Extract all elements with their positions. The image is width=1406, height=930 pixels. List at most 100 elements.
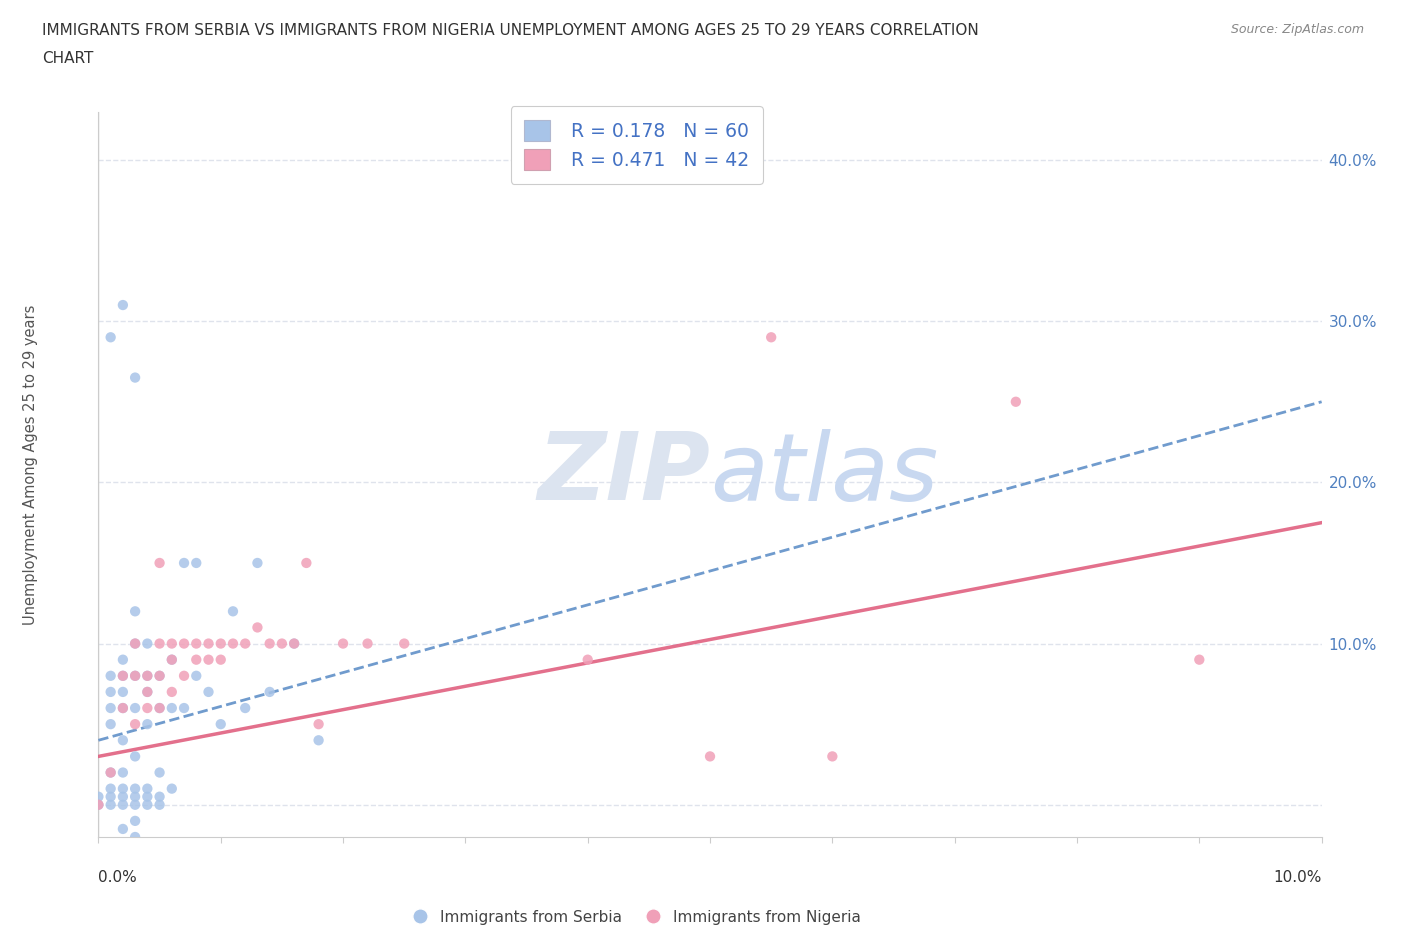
Point xyxy=(124,636,146,651)
Point xyxy=(124,636,146,651)
Point xyxy=(197,652,219,667)
Point xyxy=(186,652,208,667)
Point xyxy=(111,652,134,667)
Point xyxy=(160,652,183,667)
Point xyxy=(186,555,208,570)
Point xyxy=(111,669,134,684)
Point xyxy=(160,781,183,796)
Point xyxy=(173,636,195,651)
Point xyxy=(283,636,305,651)
Point xyxy=(111,821,134,836)
Point xyxy=(124,749,146,764)
Point xyxy=(1188,652,1211,667)
Point xyxy=(295,555,318,570)
Point xyxy=(111,781,134,796)
Point xyxy=(124,604,146,618)
Point xyxy=(160,636,183,651)
Point xyxy=(111,733,134,748)
Point xyxy=(149,555,172,570)
Point xyxy=(136,684,159,699)
Text: IMMIGRANTS FROM SERBIA VS IMMIGRANTS FROM NIGERIA UNEMPLOYMENT AMONG AGES 25 TO : IMMIGRANTS FROM SERBIA VS IMMIGRANTS FRO… xyxy=(42,23,979,38)
Point xyxy=(149,765,172,780)
Point xyxy=(173,669,195,684)
Point xyxy=(222,604,245,618)
Point xyxy=(259,636,281,651)
Point xyxy=(111,298,134,312)
Point xyxy=(197,684,219,699)
Point xyxy=(308,733,330,748)
Point xyxy=(111,797,134,812)
Point xyxy=(186,636,208,651)
Text: Unemployment Among Ages 25 to 29 years: Unemployment Among Ages 25 to 29 years xyxy=(24,305,38,625)
Point xyxy=(233,636,256,651)
Point xyxy=(270,636,292,651)
Point xyxy=(149,669,172,684)
Point xyxy=(111,790,134,804)
Point xyxy=(149,700,172,715)
Point xyxy=(111,700,134,715)
Text: CHART: CHART xyxy=(42,51,94,66)
Point xyxy=(160,652,183,667)
Point xyxy=(246,620,269,635)
Point xyxy=(100,765,122,780)
Point xyxy=(136,700,159,715)
Point xyxy=(100,781,122,796)
Point xyxy=(87,797,110,812)
Point xyxy=(149,790,172,804)
Point xyxy=(124,700,146,715)
Point xyxy=(111,700,134,715)
Text: atlas: atlas xyxy=(710,429,938,520)
Point xyxy=(160,700,183,715)
Point xyxy=(136,669,159,684)
Point xyxy=(209,652,232,667)
Point xyxy=(356,636,378,651)
Point xyxy=(149,700,172,715)
Point xyxy=(136,797,159,812)
Point xyxy=(100,669,122,684)
Point xyxy=(136,669,159,684)
Point xyxy=(149,797,172,812)
Point xyxy=(149,669,172,684)
Point xyxy=(136,781,159,796)
Point xyxy=(259,684,281,699)
Point xyxy=(576,652,599,667)
Point xyxy=(149,636,172,651)
Point xyxy=(209,717,232,732)
Point xyxy=(100,790,122,804)
Point xyxy=(124,669,146,684)
Point xyxy=(246,555,269,570)
Point xyxy=(111,669,134,684)
Point xyxy=(124,781,146,796)
Point xyxy=(332,636,354,651)
Point xyxy=(233,700,256,715)
Point xyxy=(111,684,134,699)
Text: 10.0%: 10.0% xyxy=(1274,870,1322,884)
Point xyxy=(136,790,159,804)
Point xyxy=(197,636,219,651)
Point xyxy=(222,636,245,651)
Point xyxy=(87,797,110,812)
Legend: Immigrants from Serbia, Immigrants from Nigeria: Immigrants from Serbia, Immigrants from … xyxy=(406,904,866,930)
Point xyxy=(283,636,305,651)
Point xyxy=(136,684,159,699)
Point xyxy=(1004,394,1026,409)
Point xyxy=(136,717,159,732)
Point xyxy=(100,717,122,732)
Text: Source: ZipAtlas.com: Source: ZipAtlas.com xyxy=(1230,23,1364,36)
Point xyxy=(124,790,146,804)
Point xyxy=(209,636,232,651)
Point xyxy=(821,749,844,764)
Point xyxy=(100,684,122,699)
Point xyxy=(100,797,122,812)
Point xyxy=(124,830,146,844)
Point xyxy=(160,684,183,699)
Point xyxy=(100,330,122,345)
Point xyxy=(392,636,416,651)
Point xyxy=(173,555,195,570)
Point xyxy=(111,765,134,780)
Point xyxy=(186,669,208,684)
Point xyxy=(87,790,110,804)
Point xyxy=(759,330,782,345)
Text: 0.0%: 0.0% xyxy=(98,870,138,884)
Point xyxy=(308,717,330,732)
